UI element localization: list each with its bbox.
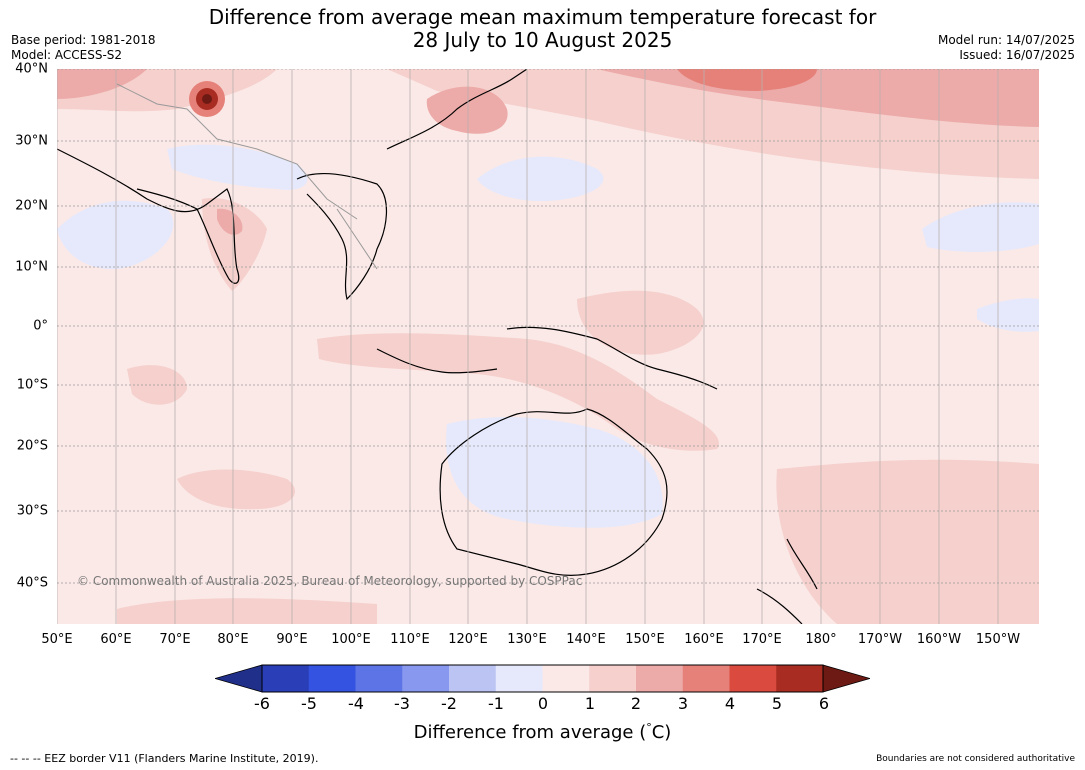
lon-label-160w: 160°W xyxy=(916,632,962,647)
cool-region-arabian-sea xyxy=(57,200,174,270)
boundaries-disclaimer: Boundaries are not considered authoritat… xyxy=(876,754,1075,764)
map-svg xyxy=(57,69,1039,624)
cool-region-australia xyxy=(446,417,663,528)
lon-label-130e: 130°E xyxy=(507,632,547,647)
colorbar-tick: 5 xyxy=(771,694,783,713)
lon-label-90e: 90°E xyxy=(276,632,308,647)
colorbar-segment xyxy=(355,665,403,692)
warm-region-southern-ocean xyxy=(117,598,377,624)
colorbar-segment xyxy=(729,665,777,692)
lat-label-40s: 40°S xyxy=(16,575,48,591)
base-period-text: Base period: 1981-2018 xyxy=(11,33,156,47)
colorbar-title-unit: C) xyxy=(651,722,672,743)
colorbar-segment xyxy=(542,665,590,692)
lon-label-70e: 70°E xyxy=(159,632,191,647)
colorbar-segment xyxy=(636,665,684,692)
issued-text: Issued: 16/07/2025 xyxy=(959,48,1075,62)
lat-label-20n: 20°N xyxy=(15,198,48,214)
lon-label-110e: 110°E xyxy=(390,632,430,647)
warm-region-east-asia xyxy=(426,86,508,134)
map-title-line2: 28 July to 10 August 2025 xyxy=(412,28,673,52)
lon-label-180: 180° xyxy=(805,632,837,647)
colorbar-tick: 0 xyxy=(537,694,549,713)
colorbar-title-degree: ° xyxy=(646,721,652,734)
lat-label-30n: 30°N xyxy=(15,133,48,149)
colorbar-segment xyxy=(262,665,310,692)
lon-label-160e: 160°E xyxy=(684,632,724,647)
lon-label-140e: 140°E xyxy=(566,632,606,647)
colorbar-segment xyxy=(776,665,824,692)
colorbar-tick: -5 xyxy=(301,694,317,713)
colorbar-tick: 4 xyxy=(724,694,736,713)
copyright-text: © Commonwealth of Australia 2025, Bureau… xyxy=(77,574,583,588)
colorbar-tick: 3 xyxy=(677,694,689,713)
lat-label-10s: 10°S xyxy=(16,377,48,393)
lon-label-50e: 50°E xyxy=(41,632,73,647)
warm-region-west-pacific xyxy=(577,290,704,355)
colorbar-tick: 2 xyxy=(630,694,642,713)
model-text: Model: ACCESS-S2 xyxy=(11,48,123,62)
lon-label-150e: 150°E xyxy=(625,632,665,647)
colorbar-tick: -2 xyxy=(441,694,457,713)
eez-border-note: -- -- -- EEZ border V11 (Flanders Marine… xyxy=(10,752,319,765)
cool-region-north-india xyxy=(167,144,308,190)
colorbar-segments xyxy=(215,664,870,693)
lat-label-0: 0° xyxy=(33,318,48,334)
lon-label-170e: 170°E xyxy=(742,632,782,647)
colorbar-title: Difference from average (°C) xyxy=(0,721,1085,743)
warm-region-north-pacific-core xyxy=(677,69,817,91)
cool-region-central-pacific xyxy=(922,202,1039,252)
colorbar-segment xyxy=(589,665,637,692)
colorbar-tick: -3 xyxy=(394,694,410,713)
lon-label-150w: 150°W xyxy=(975,632,1021,647)
lat-label-30s: 30°S xyxy=(16,503,48,519)
lon-label-120e: 120°E xyxy=(448,632,488,647)
colorbar-segment xyxy=(682,665,730,692)
colorbar-segment xyxy=(308,665,356,692)
lon-label-100e: 100°E xyxy=(331,632,371,647)
colorbar-tick: -4 xyxy=(348,694,364,713)
forecast-map xyxy=(57,69,1039,624)
colorbar-segment xyxy=(495,665,543,692)
grid-meridians xyxy=(57,69,999,624)
warm-region-maritime-continent xyxy=(317,333,719,451)
colorbar-tick: 6 xyxy=(818,694,830,713)
colorbar-tick: -6 xyxy=(254,694,270,713)
lat-label-40n: 40°N xyxy=(15,61,48,77)
colorbar xyxy=(215,664,870,693)
hotspot-core xyxy=(202,94,212,104)
model-run-text: Model run: 14/07/2025 xyxy=(937,33,1075,47)
colorbar-title-text: Difference from average ( xyxy=(413,722,647,743)
cool-region-east-china-sea xyxy=(477,156,604,202)
cool-region-equatorial-pacific xyxy=(977,298,1039,332)
lon-label-80e: 80°E xyxy=(217,632,249,647)
lat-label-20s: 20°S xyxy=(16,438,48,454)
colorbar-arrow-high xyxy=(822,664,870,693)
warm-region-south-indian xyxy=(177,469,296,510)
colorbar-frame xyxy=(261,664,824,693)
map-title-line1: Difference from average mean maximum tem… xyxy=(208,5,877,29)
colorbar-arrow-low xyxy=(215,664,263,693)
country-borders xyxy=(116,83,378,270)
lat-label-10n: 10°N xyxy=(15,259,48,275)
warm-region-southwest-pacific xyxy=(776,459,1039,624)
lon-label-60e: 60°E xyxy=(100,632,132,647)
colorbar-segment xyxy=(449,665,497,692)
colorbar-tick: -1 xyxy=(488,694,504,713)
coastlines xyxy=(57,69,818,624)
lon-label-170w: 170°W xyxy=(857,632,903,647)
colorbar-segment xyxy=(402,665,450,692)
warm-region-india-core xyxy=(217,208,243,235)
warm-region-northwest-strong xyxy=(57,69,147,99)
colorbar-tick: 1 xyxy=(584,694,596,713)
